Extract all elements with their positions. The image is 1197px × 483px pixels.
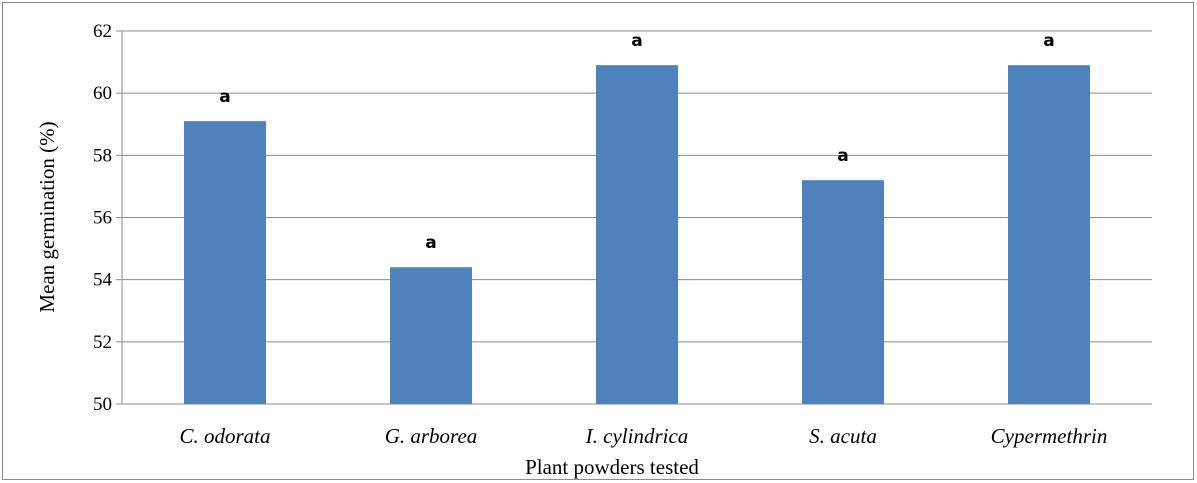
bar (390, 267, 472, 404)
y-tick-label: 50 (93, 394, 112, 415)
x-tick-label: C. odorata (179, 424, 270, 448)
y-tick-label: 62 (93, 21, 112, 42)
x-axis-title: Plant powders tested (525, 455, 699, 479)
y-tick-label: 52 (93, 332, 112, 353)
bars (184, 65, 1090, 405)
y-tick-label: 60 (93, 83, 112, 104)
bar (802, 180, 884, 404)
significance-label: a (837, 146, 848, 166)
y-tick-label: 58 (93, 145, 112, 166)
bar (1008, 65, 1090, 405)
significance-label: a (425, 233, 436, 253)
y-axis-title: Mean germination (%) (35, 121, 59, 312)
significance-label: a (1043, 31, 1054, 51)
y-tick-label: 56 (93, 208, 112, 229)
bar (184, 121, 266, 405)
x-tick-label: Cypermethrin (991, 424, 1108, 448)
bar (596, 65, 678, 405)
x-tick-label: S. acuta (809, 424, 877, 448)
x-tick-label: I. cylindrica (585, 424, 689, 448)
y-tick-labels: 50 52 54 56 58 60 62 (93, 21, 113, 415)
significance-label: a (219, 87, 230, 107)
significance-labels: a a a a a (219, 31, 1054, 253)
x-tick-labels: C. odorata G. arborea I. cylindrica S. acut… (179, 424, 1107, 448)
y-tick-label: 54 (93, 270, 113, 291)
x-tick-label: G. arborea (385, 424, 478, 448)
significance-label: a (631, 31, 642, 51)
